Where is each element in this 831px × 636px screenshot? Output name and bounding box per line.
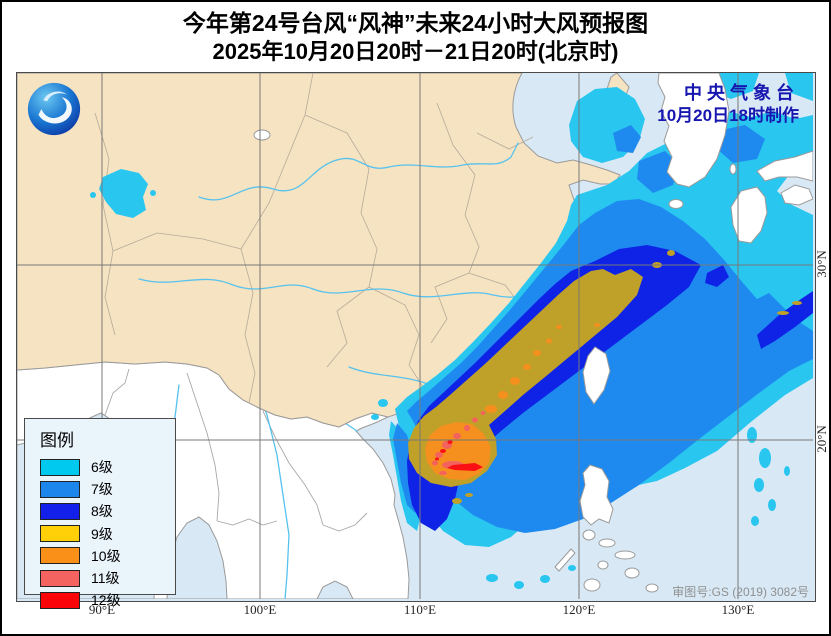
luzon (579, 464, 614, 526)
lon-label-110e: 110°E (403, 602, 437, 617)
wind-level-8-area (407, 245, 813, 531)
lon-label-100e: 100°E (243, 602, 277, 617)
lon-label-120e: 120°E (562, 602, 596, 617)
legend-row: 7级 (40, 478, 175, 500)
legend-label: 9级 (91, 525, 113, 542)
legend-panel: 图例 6级 7级 8级 9级 10级 11级 12级 (24, 418, 176, 609)
legend-label: 10级 (91, 547, 121, 564)
wind-level-12-area (435, 440, 483, 471)
publisher-issue-time: 10月20日18时制作 (657, 106, 799, 125)
lon-label-130e: 130°E (721, 602, 755, 617)
legend-swatch-12 (40, 591, 80, 609)
publisher-credit: 中央气象台 10月20日18时制作 (657, 81, 799, 127)
korea (657, 73, 730, 188)
legend-swatch-10 (40, 547, 80, 565)
palawan (554, 548, 576, 572)
legend-swatch-8 (40, 502, 80, 520)
salt-lake (253, 129, 271, 141)
map-panel: 中央气象台 10月20日18时制作 图例 6级 7级 8级 9级 10级 11级… (16, 72, 816, 609)
tibet-lakes (99, 169, 148, 218)
map-canvas (17, 73, 813, 599)
legend-swatch-11 (40, 569, 80, 587)
kyushu (730, 186, 768, 244)
page-title: 今年第24号台风“风神”未来24小时大风预报图 2025年10月20日20时－2… (2, 8, 829, 66)
legend-label: 6级 (91, 459, 113, 476)
cma-logo-icon (25, 80, 83, 138)
publisher-name: 中央气象台 (684, 83, 799, 103)
legend-swatch-6 (40, 458, 80, 476)
legend-row: 11级 (40, 567, 175, 589)
legend-row: 8级 (40, 500, 175, 522)
map-approval-number: 审图号:GS (2019) 3082号 (672, 585, 809, 599)
legend-swatch-7 (40, 480, 80, 498)
legend-row: 9级 (40, 523, 175, 545)
taiwan (582, 346, 611, 405)
tsushima (729, 163, 737, 175)
foreign-land-east (554, 73, 813, 593)
legend-row: 10级 (40, 545, 175, 567)
legend-label: 12级 (91, 592, 121, 609)
legend-label: 8级 (91, 503, 113, 520)
legend-label: 7级 (91, 481, 113, 498)
lat-label-30n: 30°N (814, 250, 829, 278)
legend-swatch-9 (40, 525, 80, 543)
legend-title: 图例 (40, 431, 74, 450)
title-line-2: 2025年10月20日20时－21日20时(北京时) (212, 39, 619, 64)
jeju-island (668, 199, 684, 209)
title-line-1: 今年第24号台风“风神”未来24小时大风预报图 (182, 10, 649, 36)
lat-label-20n: 20°N (814, 425, 829, 453)
legend-label: 11级 (91, 570, 120, 587)
lon-label-90e: 90°E (88, 602, 116, 617)
shikoku (780, 184, 813, 206)
legend-row: 6级 (40, 456, 175, 478)
legend-row: 12级 (40, 589, 175, 611)
honshu (756, 150, 813, 182)
